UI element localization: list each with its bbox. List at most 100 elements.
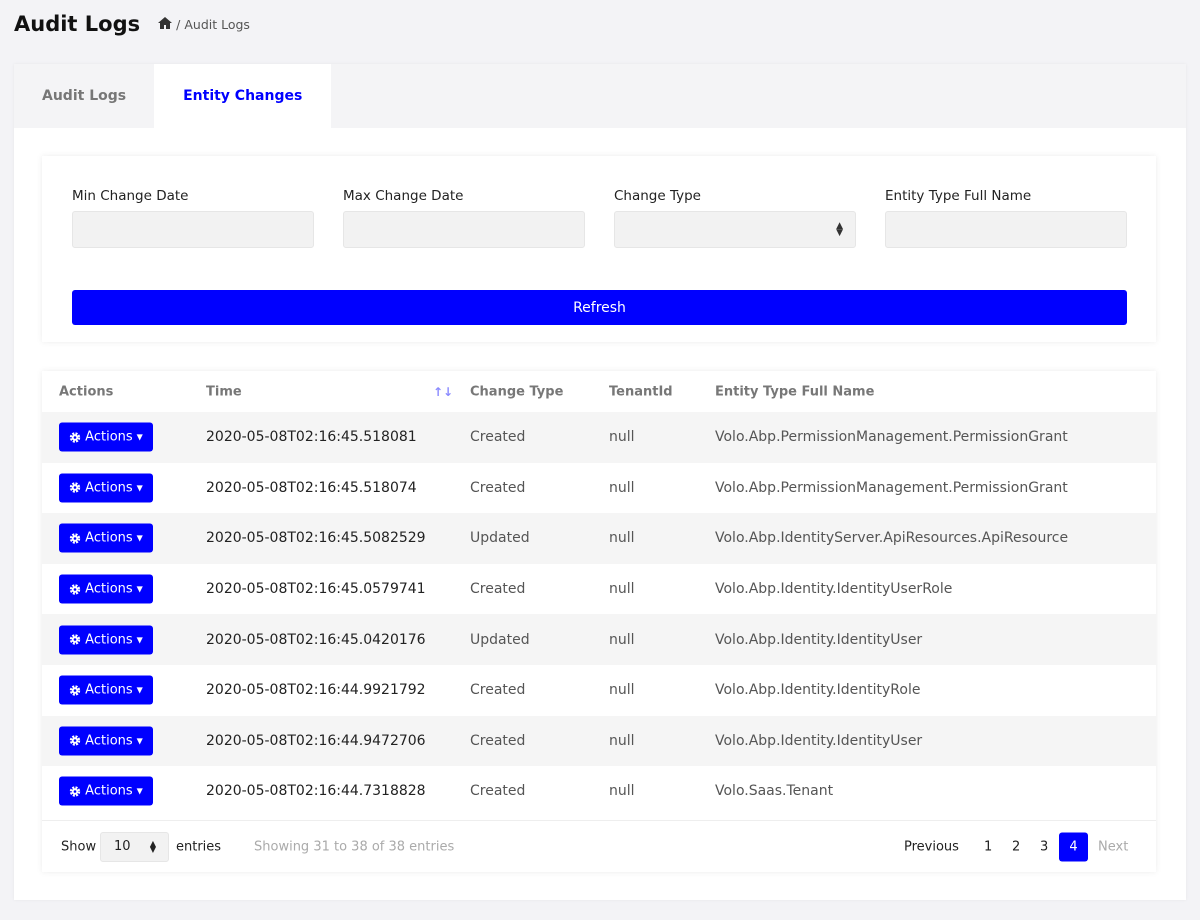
- change-type-cell: Updated: [470, 530, 530, 547]
- entity-type-cell: Volo.Abp.PermissionManagement.Permission…: [715, 479, 1068, 496]
- page-header: Audit Logs / Audit Logs: [14, 12, 250, 36]
- change-type-cell: Updated: [470, 631, 530, 648]
- gear-icon: [69, 432, 81, 443]
- change-type-cell: Created: [470, 682, 526, 699]
- actions-dropdown-button[interactable]: Actions ▼: [59, 675, 153, 705]
- entity-type-cell: Volo.Saas.Tenant: [715, 783, 834, 800]
- actions-label: Actions: [85, 480, 133, 496]
- actions-dropdown-button[interactable]: Actions ▼: [59, 625, 153, 655]
- entity-type-cell: Volo.Abp.Identity.IdentityUserRole: [715, 581, 953, 598]
- page-4-button[interactable]: 4: [1059, 832, 1088, 861]
- actions-label: Actions: [85, 783, 133, 799]
- column-change-type[interactable]: Change Type: [470, 384, 564, 399]
- table-row: Actions ▼ 2020-05-08T02:16:44.9921792 Cr…: [42, 665, 1156, 716]
- change-type-cell: Created: [470, 429, 526, 446]
- change-type-cell: Created: [470, 783, 526, 800]
- breadcrumb-separator: /: [176, 16, 181, 32]
- entity-type-label: Entity Type Full Name: [885, 188, 1032, 204]
- caret-down-icon: ▼: [136, 736, 143, 746]
- actions-dropdown-button[interactable]: Actions ▼: [59, 574, 153, 604]
- select-arrows-icon: ▲ ▼: [836, 221, 843, 238]
- table-row: Actions ▼ 2020-05-08T02:16:45.0579741 Cr…: [42, 564, 1156, 615]
- max-change-date-group: Max Change Date: [343, 188, 585, 248]
- actions-dropdown-button[interactable]: Actions ▼: [59, 422, 153, 452]
- page-1-button[interactable]: 1: [984, 839, 993, 854]
- page-2-button[interactable]: 2: [1012, 839, 1021, 854]
- table-footer: Show 10 ▲ ▼ entries Showing 31 to 38 of 38…: [42, 820, 1156, 872]
- gear-icon: [69, 482, 81, 494]
- time-cell: 2020-05-08T02:16:45.518074: [206, 479, 417, 496]
- change-type-cell: Created: [470, 581, 526, 598]
- next-page-button[interactable]: Next: [1098, 839, 1129, 854]
- gear-icon: [69, 786, 81, 797]
- home-icon[interactable]: [158, 16, 173, 32]
- entity-type-cell: Volo.Abp.Identity.IdentityUser: [715, 631, 923, 648]
- entity-type-cell: Volo.Abp.Identity.IdentityUser: [715, 732, 923, 749]
- entity-type-input[interactable]: [885, 211, 1127, 248]
- tab-bar: Audit Logs Entity Changes: [14, 64, 1186, 128]
- actions-dropdown-button[interactable]: Actions ▼: [59, 726, 153, 756]
- page-3-button[interactable]: 3: [1040, 839, 1049, 854]
- breadcrumb-current: Audit Logs: [184, 16, 250, 32]
- gear-icon: [69, 583, 81, 595]
- change-type-label: Change Type: [614, 188, 701, 204]
- change-type-select[interactable]: ▲ ▼: [614, 211, 856, 248]
- caret-down-icon: ▼: [136, 584, 143, 594]
- refresh-button[interactable]: Refresh: [72, 290, 1127, 325]
- column-tenant-id[interactable]: TenantId: [609, 384, 673, 399]
- gear-icon: [69, 685, 81, 696]
- filter-panel: Min Change Date Max Change Date Change T…: [42, 156, 1156, 342]
- actions-dropdown-button[interactable]: Actions ▼: [59, 473, 153, 503]
- table-header: Actions Time ↑↓ Change Type TenantId Ent…: [42, 371, 1156, 412]
- time-cell: 2020-05-08T02:16:45.0579741: [206, 581, 426, 598]
- main-card: Audit Logs Entity Changes Min Change Dat…: [14, 64, 1186, 900]
- sort-icon[interactable]: ↑↓: [433, 384, 454, 399]
- breadcrumb: / Audit Logs: [158, 16, 250, 32]
- gear-icon: [69, 533, 81, 544]
- change-type-cell: Created: [470, 479, 526, 496]
- showing-info: Showing 31 to 38 of 38 entries: [254, 839, 455, 854]
- tenant-id-cell: null: [609, 631, 635, 648]
- page-size-value: 10: [114, 838, 131, 854]
- entity-changes-table: Actions Time ↑↓ Change Type TenantId Ent…: [42, 371, 1156, 872]
- column-time[interactable]: Time: [206, 384, 242, 399]
- select-arrows-icon: ▲ ▼: [149, 838, 156, 854]
- actions-dropdown-button[interactable]: Actions ▼: [59, 523, 153, 553]
- time-cell: 2020-05-08T02:16:44.7318828: [206, 783, 426, 800]
- time-cell: 2020-05-08T02:16:45.5082529: [206, 530, 426, 547]
- entity-type-cell: Volo.Abp.IdentityServer.ApiResources.Api…: [715, 530, 1069, 547]
- table-row: Actions ▼ 2020-05-08T02:16:44.9472706 Cr…: [42, 715, 1156, 767]
- column-entity-type[interactable]: Entity Type Full Name: [715, 384, 875, 399]
- entries-label: entries: [176, 839, 222, 854]
- page-size-select[interactable]: 10 ▲ ▼: [100, 831, 169, 862]
- entity-type-cell: Volo.Abp.Identity.IdentityRole: [715, 682, 921, 699]
- actions-label: Actions: [85, 632, 133, 648]
- table-row: Actions ▼ 2020-05-08T02:16:45.5082529 Up…: [42, 513, 1156, 564]
- min-change-date-group: Min Change Date: [72, 188, 314, 248]
- max-change-date-input[interactable]: [343, 211, 585, 248]
- time-cell: 2020-05-08T02:16:44.9921792: [206, 682, 426, 699]
- tenant-id-cell: null: [609, 783, 635, 800]
- tenant-id-cell: null: [609, 530, 635, 547]
- actions-label: Actions: [85, 429, 133, 445]
- table-row: Actions ▼ 2020-05-08T02:16:45.0420176 Up…: [42, 614, 1156, 665]
- time-cell: 2020-05-08T02:16:45.518081: [206, 429, 417, 446]
- tenant-id-cell: null: [609, 581, 635, 598]
- previous-page-button[interactable]: Previous: [904, 839, 959, 854]
- gear-icon: [69, 735, 81, 747]
- caret-down-icon: ▼: [136, 786, 143, 796]
- entity-type-group: Entity Type Full Name: [885, 188, 1127, 248]
- show-label: Show: [61, 839, 97, 854]
- actions-label: Actions: [85, 581, 133, 597]
- table-body: Actions ▼ 2020-05-08T02:16:45.518081 Cre…: [42, 412, 1156, 817]
- actions-dropdown-button[interactable]: Actions ▼: [59, 776, 153, 806]
- tenant-id-cell: null: [609, 429, 635, 446]
- actions-label: Actions: [85, 733, 133, 749]
- table-row: Actions ▼ 2020-05-08T02:16:45.518081 Cre…: [42, 412, 1156, 463]
- tab-audit-logs[interactable]: Audit Logs: [42, 88, 127, 104]
- caret-down-icon: ▼: [136, 483, 143, 493]
- min-change-date-input[interactable]: [72, 211, 314, 248]
- tab-entity-changes[interactable]: Entity Changes: [154, 64, 332, 128]
- change-type-group: Change Type ▲ ▼: [614, 188, 856, 248]
- table-row: Actions ▼ 2020-05-08T02:16:44.7318828 Cr…: [42, 766, 1156, 817]
